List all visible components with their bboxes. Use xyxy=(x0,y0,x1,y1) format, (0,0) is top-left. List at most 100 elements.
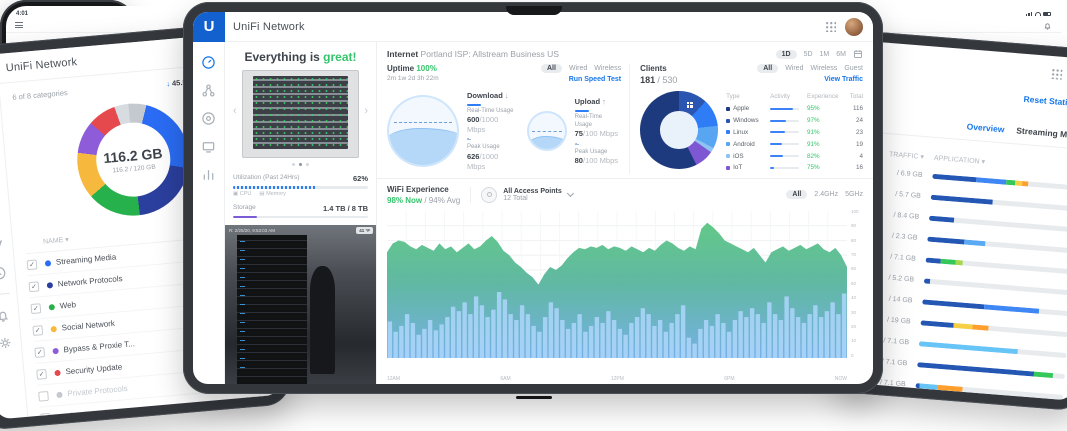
clients-tab-all[interactable]: All xyxy=(757,64,779,73)
sidebar-item-topology[interactable] xyxy=(201,83,216,98)
category-checkbox[interactable] xyxy=(38,390,49,402)
cpu-label: ▣ CPU xyxy=(233,190,252,197)
clients-total: / 530 xyxy=(657,75,678,85)
type-color-dot xyxy=(726,165,731,170)
type-color-dot xyxy=(726,154,731,159)
usage-segment xyxy=(955,259,963,266)
type-label: Apple xyxy=(726,105,770,112)
clients-tab-guest[interactable]: Guest xyxy=(844,65,863,72)
category-name: Stock Market xyxy=(68,407,117,420)
internet-tab-wired[interactable]: Wired xyxy=(568,65,588,72)
tab-streaming-media[interactable]: Streaming Media xyxy=(1015,125,1067,141)
sidebar-item-notifications[interactable] xyxy=(0,307,11,323)
usage-segment xyxy=(932,173,977,183)
app-title: UniFi Network xyxy=(233,20,305,33)
home-indicator[interactable] xyxy=(515,396,552,399)
category-checkbox[interactable]: ✓ xyxy=(36,368,48,380)
category-checkbox[interactable]: ✓ xyxy=(34,346,46,358)
sidebar-item-insights[interactable] xyxy=(0,237,5,253)
wifi-now: 98% Now xyxy=(387,195,423,205)
client-type-row[interactable]: iOS 82% 4 xyxy=(726,150,863,162)
category-checkbox[interactable] xyxy=(40,412,51,420)
usage-segment xyxy=(917,362,1035,377)
internet-tab-wireless[interactable]: Wireless xyxy=(594,65,622,72)
time-tab-6m[interactable]: 6M xyxy=(836,50,846,58)
wifi-experience-chart: 100 90 80 70 60 50 40 30 20 10 0 xyxy=(387,209,859,358)
type-name: Linux xyxy=(733,128,749,136)
y-tick-label: 0 xyxy=(851,352,854,358)
center-tablet-device: U UniFi Network Everything is great! ‹ › xyxy=(183,2,883,394)
sidebar-item-statistics[interactable] xyxy=(201,167,216,182)
app-grid-icon[interactable] xyxy=(825,21,836,32)
usage-segment xyxy=(1022,181,1029,187)
app-title: UniFi Network xyxy=(5,55,78,74)
protect-camera-view[interactable]: R: 2/25/20, 9:53:03 AM 41 °F xyxy=(225,225,376,384)
reset-statistics-link[interactable]: Reset Statistics xyxy=(1023,93,1067,109)
internet-tab-all[interactable]: All xyxy=(541,64,562,73)
category-checkbox[interactable]: ✓ xyxy=(28,280,40,292)
sidebar-item-settings[interactable] xyxy=(0,335,13,351)
wifi-tab-5ghz[interactable]: 5GHz xyxy=(845,191,863,199)
activity-bar xyxy=(770,155,799,158)
usage-segment xyxy=(984,304,1040,314)
carousel-dots[interactable] xyxy=(233,163,368,166)
download-gauge xyxy=(387,95,459,168)
sidebar-item-history[interactable] xyxy=(0,265,7,281)
view-traffic-link[interactable]: View Traffic xyxy=(824,76,863,83)
calendar-icon[interactable] xyxy=(853,49,863,59)
time-tab-1d[interactable]: 1D xyxy=(775,49,797,59)
menu-icon[interactable] xyxy=(15,22,23,28)
application-column-header[interactable]: APPLICATION ▾ xyxy=(933,154,986,166)
user-avatar[interactable] xyxy=(845,17,863,36)
usage-segment xyxy=(952,322,973,330)
signal-icon xyxy=(1025,11,1032,16)
traffic-categories-donut: 116.2 GB 116.2 / 120 GB xyxy=(72,98,194,221)
clients-tab-wireless[interactable]: Wireless xyxy=(810,65,838,72)
usage-segment xyxy=(920,320,954,328)
unifi-logo: U xyxy=(193,12,225,42)
app-grid-icon[interactable] xyxy=(1050,67,1063,80)
category-color-dot xyxy=(50,325,57,332)
carousel-prev-icon[interactable]: ‹ xyxy=(233,105,237,118)
sidebar-item-devices[interactable] xyxy=(201,139,216,154)
sidebar-item-security[interactable] xyxy=(201,111,216,126)
usage-segment xyxy=(937,384,964,392)
notifications-bell-icon[interactable] xyxy=(1043,21,1052,30)
activity-bar xyxy=(770,119,799,122)
access-point-selector[interactable]: All Access Points 12 Total xyxy=(470,186,574,203)
name-column-header[interactable]: NAME ▾ xyxy=(42,236,70,246)
wifi-tab-all[interactable]: All xyxy=(786,190,808,200)
client-type-row[interactable]: Windows 97% 24 xyxy=(726,115,863,127)
y-tick-label: 70 xyxy=(851,251,857,257)
uptime-value: 100% xyxy=(416,64,437,73)
clients-tab-wired[interactable]: Wired xyxy=(785,65,804,72)
usage-segment xyxy=(930,194,993,205)
utilization-bar xyxy=(233,186,317,189)
sidebar-item-statistics[interactable] xyxy=(0,209,2,225)
category-checkbox[interactable]: ✓ xyxy=(32,324,44,336)
usage-segment xyxy=(927,236,965,245)
category-name: Social Network xyxy=(61,318,116,333)
client-type-row[interactable]: Linux 91% 23 xyxy=(726,127,863,139)
category-checkbox[interactable]: ✓ xyxy=(26,258,38,270)
client-type-row[interactable]: IoT 75% 16 xyxy=(726,162,863,174)
type-label: Android xyxy=(726,141,770,148)
carousel-next-icon[interactable]: › xyxy=(364,105,368,118)
type-label: iOS xyxy=(726,153,770,160)
tab-overview[interactable]: Overview xyxy=(966,121,1005,135)
activity-bar xyxy=(770,107,799,110)
client-type-row[interactable]: Apple 95% 116 xyxy=(726,103,863,115)
wifi-tab-24ghz[interactable]: 2.4GHz xyxy=(814,191,839,199)
total-traffic-sub: 116.2 / 120 GB xyxy=(112,163,156,174)
upload-stats: Upload ↑ Real-Time Usage 75/100 Mbps Pea… xyxy=(574,97,619,165)
category-checkbox[interactable]: ✓ xyxy=(30,302,42,314)
run-speed-test-link[interactable]: Run Speed Test xyxy=(568,76,622,83)
wifi-avg: / 94% Avg xyxy=(424,195,461,205)
time-tab-5d[interactable]: 5D xyxy=(803,50,813,58)
client-type-row[interactable]: Android 91% 19 xyxy=(726,138,863,150)
sidebar-item-dashboard[interactable] xyxy=(201,55,216,70)
left-tablet-device: U UniFi Network 6 of 8 categories ↓ 45.5… xyxy=(0,21,293,431)
type-label: Linux xyxy=(726,129,770,136)
time-tab-1m[interactable]: 1M xyxy=(819,50,830,58)
usage-segment xyxy=(919,383,938,390)
